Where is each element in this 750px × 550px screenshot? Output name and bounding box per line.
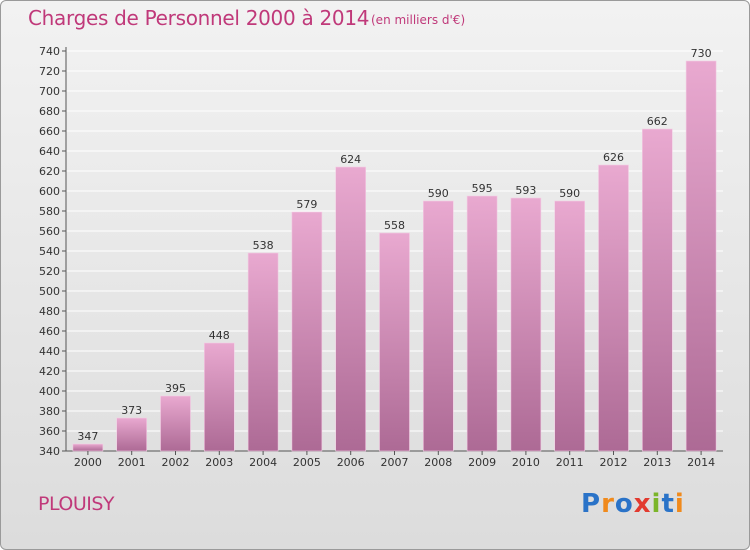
x-tick-label: 2006 xyxy=(337,456,365,469)
x-tick-label: 2001 xyxy=(118,456,146,469)
bars xyxy=(72,60,717,452)
data-label: 590 xyxy=(428,187,449,200)
data-label: 662 xyxy=(647,115,668,128)
logo-letter: i xyxy=(651,489,662,519)
x-tick-label: 2000 xyxy=(74,456,102,469)
y-tick-label: 720 xyxy=(39,65,60,78)
commune-name: PLOUISY xyxy=(38,493,115,515)
y-tick-label: 640 xyxy=(39,145,60,158)
bar xyxy=(598,164,629,452)
logo-letter: i xyxy=(674,489,685,519)
x-tick-label: 2003 xyxy=(205,456,233,469)
bar xyxy=(291,211,323,452)
proxiti-logo[interactable]: Proxiti xyxy=(581,489,685,519)
logo-letter: o xyxy=(614,489,634,519)
y-tick-label: 580 xyxy=(39,205,60,218)
bar xyxy=(335,166,367,452)
y-tick-label: 740 xyxy=(39,45,60,58)
y-tick-label: 560 xyxy=(39,225,60,238)
logo-letter: r xyxy=(601,489,615,519)
y-tick-label: 340 xyxy=(39,445,60,458)
y-tick-label: 380 xyxy=(39,405,60,418)
x-tick-label: 2014 xyxy=(687,456,715,469)
data-label: 595 xyxy=(472,182,493,195)
y-tick-label: 440 xyxy=(39,345,60,358)
data-labels: 347 373 395 448 538 579 624 558 590 595 593 590 626 6… xyxy=(77,47,711,443)
data-label: 579 xyxy=(296,198,317,211)
x-tick-label: 2005 xyxy=(293,456,321,469)
x-tick-label: 2012 xyxy=(600,456,628,469)
x-tick-label: 2013 xyxy=(643,456,671,469)
data-label: 347 xyxy=(77,430,98,443)
x-tick-label: 2010 xyxy=(512,456,540,469)
bar xyxy=(247,252,279,452)
x-tick-label: 2007 xyxy=(381,456,409,469)
y-tick-label: 480 xyxy=(39,305,60,318)
logo-letter: t xyxy=(661,489,675,519)
y-tick-label: 520 xyxy=(39,265,60,278)
data-label: 593 xyxy=(515,184,536,197)
y-tick-label: 500 xyxy=(39,285,60,298)
x-tick-label: 2002 xyxy=(162,456,190,469)
data-label: 626 xyxy=(603,151,624,164)
y-tick-labels: 340 360 380 400 420 440 460 480 500 520 540 560 580 6… xyxy=(39,45,60,458)
y-tick-label: 600 xyxy=(39,185,60,198)
logo-letter: x xyxy=(633,489,652,519)
data-label: 624 xyxy=(340,153,361,166)
bar xyxy=(641,128,673,452)
data-label: 395 xyxy=(165,382,186,395)
bar xyxy=(160,395,191,452)
y-tick-label: 540 xyxy=(39,245,60,258)
bar xyxy=(116,417,147,452)
x-tick-label: 2008 xyxy=(424,456,452,469)
bar xyxy=(72,443,104,452)
y-tick-label: 680 xyxy=(39,105,60,118)
bar xyxy=(379,232,410,452)
bar xyxy=(510,197,542,452)
y-tick-label: 360 xyxy=(39,425,60,438)
y-tick-label: 400 xyxy=(39,385,60,398)
data-label: 590 xyxy=(559,187,580,200)
data-label: 730 xyxy=(691,47,712,60)
bar xyxy=(466,195,498,452)
bar xyxy=(685,60,717,452)
x-tick-label: 2009 xyxy=(468,456,496,469)
data-label: 373 xyxy=(121,404,142,417)
logo-letter: P xyxy=(581,489,602,519)
bar xyxy=(554,200,586,452)
chart-title: Charges de Personnel 2000 à 2014 xyxy=(28,6,370,30)
bar xyxy=(422,200,454,452)
x-tick-labels: 2000 2001 2002 2003 2004 2005 2006 2007 2008 2009… xyxy=(74,451,715,469)
y-tick-label: 620 xyxy=(39,165,60,178)
y-tick-label: 700 xyxy=(39,85,60,98)
y-tick-label: 420 xyxy=(39,365,60,378)
y-tick-label: 660 xyxy=(39,125,60,138)
x-tick-label: 2004 xyxy=(249,456,277,469)
data-label: 538 xyxy=(253,239,274,252)
data-label: 558 xyxy=(384,219,405,232)
data-label: 448 xyxy=(209,329,230,342)
y-tick-label: 460 xyxy=(39,325,60,338)
bar xyxy=(204,342,235,452)
chart-subtitle: (en milliers d'€) xyxy=(371,13,466,27)
x-tick-label: 2011 xyxy=(556,456,584,469)
